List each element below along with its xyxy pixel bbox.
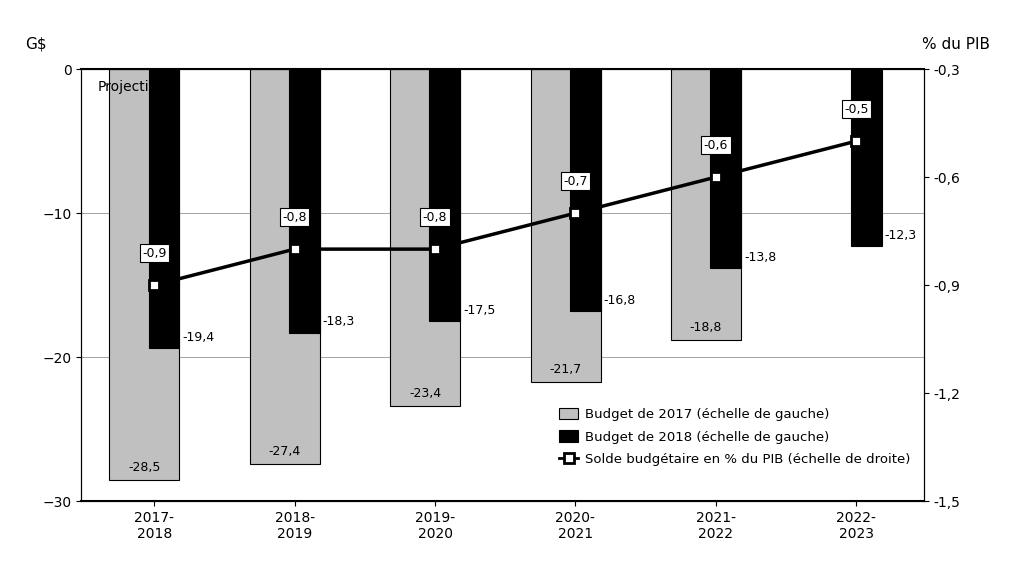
Text: -27,4: -27,4	[269, 445, 300, 458]
Solde budgétaire en % du PIB (échelle de droite)	[288, 245, 300, 252]
Legend: Budget de 2017 (échelle de gauche), Budget de 2018 (échelle de gauche), Solde bu: Budget de 2017 (échelle de gauche), Budg…	[552, 401, 918, 473]
Text: -18,3: -18,3	[323, 315, 355, 328]
Text: -0,7: -0,7	[563, 175, 588, 188]
Text: Projections: Projections	[98, 80, 174, 94]
Solde budgétaire en % du PIB (échelle de droite)	[429, 245, 442, 252]
Text: -23,4: -23,4	[409, 387, 442, 400]
Bar	[569, 69, 601, 311]
Text: -0,8: -0,8	[423, 211, 448, 224]
Text: -16,8: -16,8	[604, 294, 635, 307]
Bar	[671, 69, 741, 340]
Bar	[531, 69, 601, 382]
Bar	[250, 69, 320, 464]
Bar	[110, 69, 180, 479]
Solde budgétaire en % du PIB (échelle de droite)	[709, 174, 722, 181]
Text: -21,7: -21,7	[549, 363, 582, 376]
Text: G$: G$	[25, 37, 47, 52]
Text: -28,5: -28,5	[128, 461, 160, 474]
Bar	[289, 69, 320, 333]
Text: -0,5: -0,5	[844, 103, 869, 116]
Text: -18,8: -18,8	[690, 321, 723, 334]
Text: % du PIB: % du PIB	[922, 37, 990, 52]
Line: Solde budgétaire en % du PIB (échelle de droite): Solde budgétaire en % du PIB (échelle de…	[149, 137, 861, 290]
Text: -13,8: -13,8	[744, 251, 776, 264]
Bar	[851, 69, 881, 247]
Solde budgétaire en % du PIB (échelle de droite)	[569, 210, 582, 217]
Bar	[710, 69, 741, 268]
Text: -0,9: -0,9	[142, 247, 166, 260]
Solde budgétaire en % du PIB (échelle de droite)	[851, 138, 863, 145]
Text: -19,4: -19,4	[183, 331, 214, 344]
Bar	[148, 69, 180, 348]
Text: -0,6: -0,6	[703, 139, 728, 152]
Bar	[390, 69, 460, 406]
Solde budgétaire en % du PIB (échelle de droite)	[148, 282, 160, 289]
Text: -12,3: -12,3	[884, 229, 917, 242]
Bar	[429, 69, 460, 321]
Text: -0,8: -0,8	[282, 211, 307, 224]
Text: -17,5: -17,5	[463, 304, 495, 317]
